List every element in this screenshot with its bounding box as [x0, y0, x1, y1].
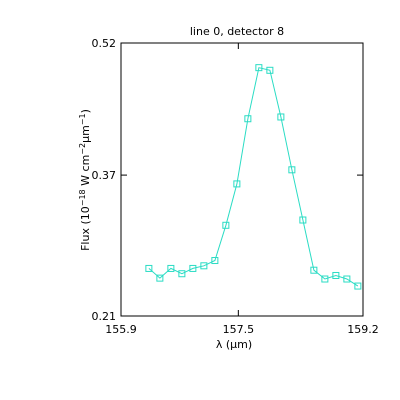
data-point: [244, 115, 252, 123]
data-point: [310, 266, 318, 274]
data-point: [277, 113, 285, 121]
series-line: [148, 67, 359, 287]
x-tick-label: 159.2: [347, 323, 379, 336]
plot-frame: [120, 42, 364, 317]
y-tick-label: 0.21: [92, 310, 117, 323]
data-point: [299, 216, 307, 224]
data-point: [145, 264, 153, 272]
data-point: [200, 262, 208, 270]
data-point: [178, 270, 186, 278]
data-point: [167, 264, 175, 272]
data-point: [189, 264, 197, 272]
y-tick-label: 0.37: [92, 169, 117, 182]
data-point: [233, 180, 241, 188]
y-tick-label: 0.52: [92, 37, 117, 50]
x-tick-label: 157.5: [223, 323, 255, 336]
x-tick-label: 155.9: [105, 323, 137, 336]
data-point: [332, 271, 340, 279]
data-point: [266, 66, 274, 74]
data-point: [343, 275, 351, 283]
chart-title: line 0, detector 8: [190, 25, 284, 38]
y-axis-ticks: 0.21 0.37 0.52: [92, 37, 363, 323]
x-axis-ticks: 155.9 157.5 159.2: [105, 43, 379, 336]
data-point: [156, 274, 164, 282]
x-axis-label: λ (μm): [216, 338, 252, 351]
data-point: [288, 166, 296, 174]
data-point: [211, 257, 219, 265]
data-point: [354, 282, 362, 290]
data-point: [222, 221, 230, 229]
series-layer: [145, 64, 362, 290]
data-point: [255, 64, 263, 72]
data-point: [321, 275, 329, 283]
y-axis-label: Flux (10−18 W cm−2μm−1): [78, 109, 92, 251]
